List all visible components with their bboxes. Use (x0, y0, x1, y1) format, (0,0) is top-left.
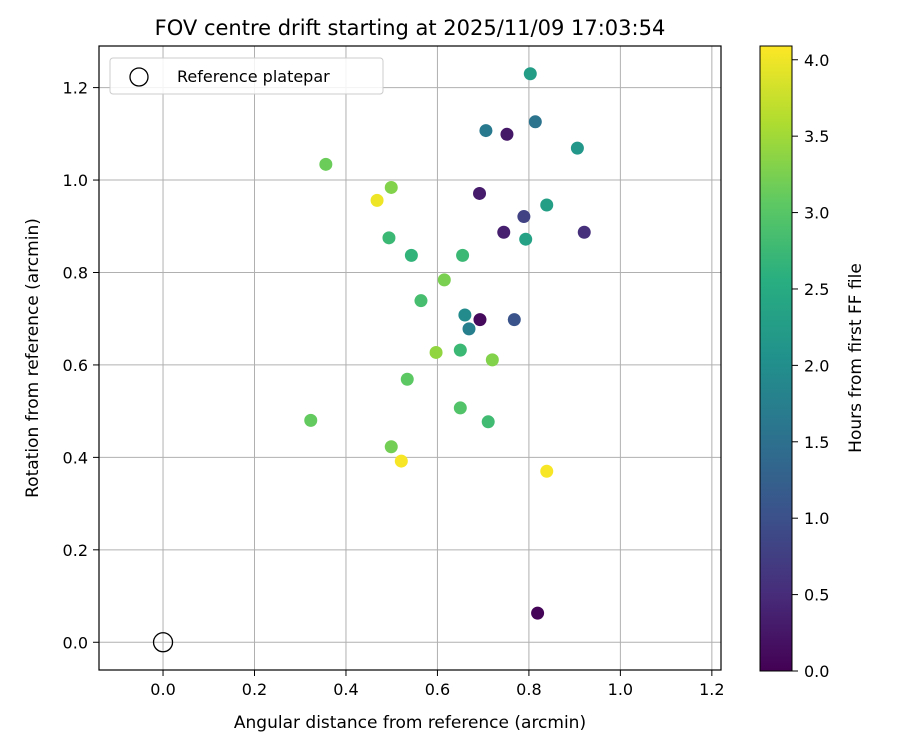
x-axis-label: Angular distance from reference (arcmin) (234, 713, 586, 733)
data-point (394, 454, 408, 468)
data-point (519, 232, 533, 246)
data-point (540, 198, 554, 212)
data-point (523, 67, 537, 81)
data-point (479, 124, 493, 138)
data-point (507, 313, 521, 327)
reference-platepar-marker (152, 632, 174, 653)
data-point (370, 193, 384, 207)
data-point (473, 313, 487, 327)
data-point (473, 186, 487, 200)
data-point (384, 440, 398, 454)
x-tick-label: 0.8 (516, 680, 541, 699)
data-point (481, 415, 495, 429)
x-tick-label: 1.2 (699, 680, 724, 699)
data-point (528, 115, 542, 129)
data-point (453, 401, 467, 415)
axis-ticks: 0.0 0.2 0.4 0.6 0.8 1.0 1.2 0.0 0.2 0.4 0.6 0.8 1.0 1… (63, 79, 725, 699)
data-point (500, 127, 514, 141)
colorbar-tick-label: 0.0 (804, 662, 829, 681)
colorbar-tick-label: 2.0 (804, 356, 829, 375)
legend-open-circle-marker (129, 67, 149, 87)
colorbar: 0.0 0.5 1.0 1.5 2.0 2.5 3.0 3.5 4.0 Hours from f… (759, 45, 866, 681)
colorbar-ticks: 0.0 0.5 1.0 1.5 2.0 2.5 3.0 3.5 4.0 (792, 51, 829, 681)
y-tick-label: 0.0 (63, 633, 88, 652)
colorbar-tick-label: 3.0 (804, 204, 829, 223)
grid (99, 46, 721, 670)
data-point (456, 248, 470, 262)
x-tick-label: 0.6 (425, 680, 450, 699)
colorbar-tick-label: 2.5 (804, 280, 829, 299)
y-tick-label: 0.8 (63, 263, 88, 282)
data-point (429, 345, 443, 359)
legend: Reference platepar (109, 57, 384, 95)
colorbar-tick-label: 3.5 (804, 127, 829, 146)
x-tick-label: 0.2 (242, 680, 267, 699)
data-point (304, 413, 318, 427)
y-tick-label: 1.2 (63, 79, 88, 98)
data-point (497, 225, 511, 239)
colorbar-tick-label: 0.5 (804, 586, 829, 605)
plot-frame (98, 45, 722, 671)
y-tick-label: 0.2 (63, 541, 88, 560)
colorbar-label: Hours from first FF file (846, 263, 866, 453)
data-point (404, 248, 418, 262)
y-tick-label: 0.6 (63, 356, 88, 375)
colorbar-tick-label: 1.5 (804, 433, 829, 452)
chart-title: FOV centre drift starting at 2025/11/09 … (155, 16, 666, 40)
data-point (382, 231, 396, 245)
data-point (319, 157, 333, 171)
data-point (577, 225, 591, 239)
x-tick-label: 0.4 (333, 680, 358, 699)
colorbar-tick-label: 4.0 (804, 51, 829, 70)
data-point (517, 210, 531, 224)
legend-box (109, 57, 384, 95)
data-point (462, 322, 476, 336)
data-point (485, 353, 499, 367)
y-tick-label: 0.4 (63, 448, 88, 467)
data-point (531, 606, 545, 620)
data-point (453, 343, 467, 357)
data-point (400, 372, 414, 386)
colorbar-tick-label: 1.0 (804, 509, 829, 528)
data-point (458, 308, 472, 322)
data-point (437, 273, 451, 287)
legend-label-reference-platepar: Reference platepar (177, 67, 330, 86)
data-point (570, 141, 584, 155)
y-tick-label: 1.0 (63, 171, 88, 190)
reference-point (152, 632, 174, 653)
data-point (414, 294, 428, 308)
data-point (540, 464, 554, 478)
y-axis-label: Rotation from reference (arcmin) (23, 218, 43, 498)
data-point (384, 180, 398, 194)
x-tick-label: 1.0 (608, 680, 633, 699)
data-points (304, 67, 591, 620)
x-tick-label: 0.0 (150, 680, 175, 699)
colorbar-gradient (759, 45, 793, 672)
